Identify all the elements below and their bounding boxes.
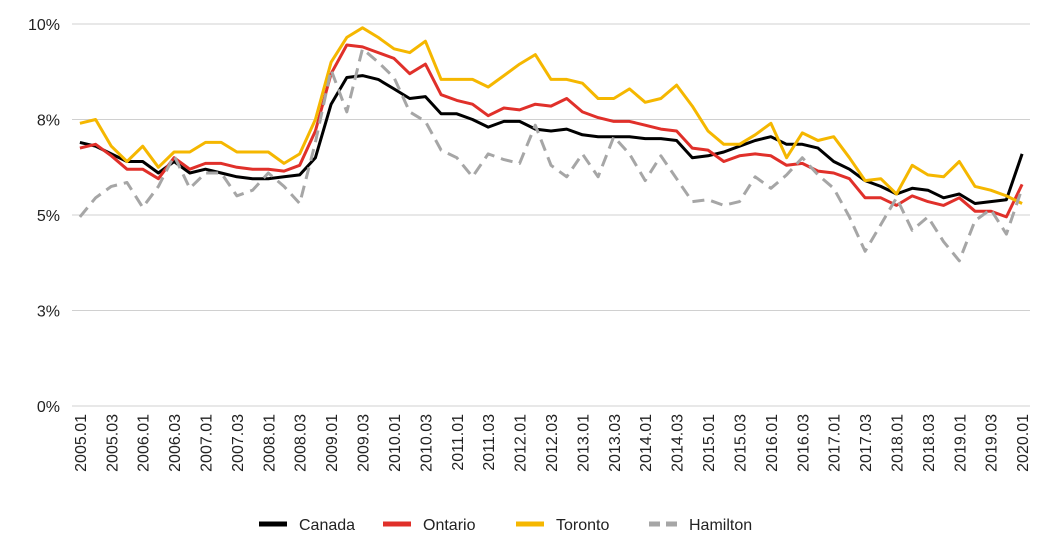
line-series <box>78 47 1024 263</box>
x-tick-label: 2005.03 <box>104 414 121 472</box>
legend-label: Toronto <box>556 517 609 534</box>
legend-label: Canada <box>299 517 355 534</box>
x-tick-label: 2006.01 <box>136 414 153 472</box>
line-series <box>79 26 1023 205</box>
y-tick-label: 5% <box>37 208 60 225</box>
x-tick-label: 2019.03 <box>984 414 1001 472</box>
x-tick-label: 2006.03 <box>167 414 184 472</box>
x-tick-label: 2010.01 <box>387 414 404 472</box>
x-tick-label: 2007.03 <box>230 414 247 472</box>
x-tick-label: 2011.01 <box>450 414 467 471</box>
x-tick-label: 2019.01 <box>952 414 969 472</box>
x-tick-label: 2008.03 <box>293 414 310 472</box>
legend-label: Ontario <box>423 517 476 534</box>
x-tick-label: 2013.01 <box>575 414 592 472</box>
x-tick-label: 2016.01 <box>764 414 781 472</box>
line-series <box>79 74 1024 205</box>
line-series <box>79 43 1024 219</box>
y-tick-label: 8% <box>37 113 60 130</box>
x-tick-label: 2010.03 <box>418 414 435 472</box>
y-tick-label: 10% <box>28 17 60 34</box>
x-tick-label: 2007.01 <box>198 414 215 472</box>
x-tick-label: 2018.01 <box>890 414 907 472</box>
x-tick-label: 2009.03 <box>356 414 373 472</box>
x-tick-label: 2005.01 <box>73 414 90 472</box>
y-tick-label: 3% <box>37 304 60 321</box>
legend-label: Hamilton <box>689 517 752 534</box>
x-tick-label: 2015.01 <box>701 414 718 472</box>
x-tick-label: 2012.01 <box>513 414 530 472</box>
x-tick-label: 2008.01 <box>261 414 278 472</box>
x-tick-label: 2014.03 <box>670 414 687 472</box>
x-tick-label: 2016.03 <box>795 414 812 472</box>
x-tick-label: 2012.03 <box>544 414 561 472</box>
x-tick-label: 2009.01 <box>324 414 341 472</box>
y-tick-label: 0% <box>37 399 60 416</box>
x-tick-label: 2018.03 <box>921 414 938 472</box>
x-tick-label: 2020.01 <box>1015 414 1032 472</box>
x-tick-label: 2013.03 <box>607 414 624 472</box>
x-tick-label: 2015.03 <box>732 414 749 472</box>
x-tick-label: 2011.03 <box>481 414 498 471</box>
x-tick-label: 2014.01 <box>638 414 655 472</box>
x-tick-label: 2017.03 <box>858 414 875 472</box>
x-tick-label: 2017.01 <box>827 414 844 472</box>
